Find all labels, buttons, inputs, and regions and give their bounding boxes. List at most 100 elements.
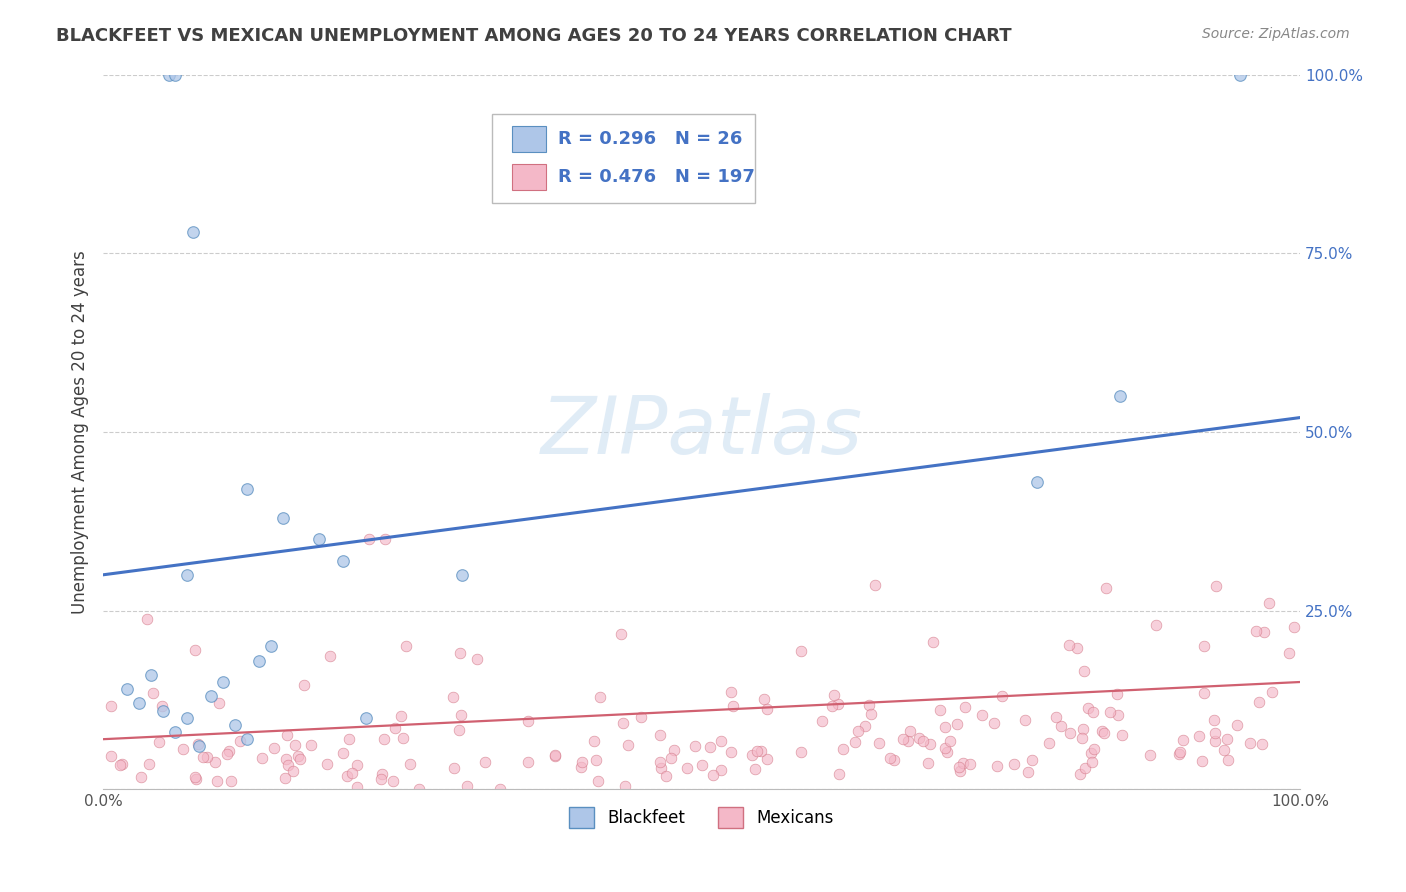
Point (357, 532, 380, 546)
Point (1025, 475, 1047, 489)
Point (142, 686, 165, 700)
Point (1083, 742, 1105, 756)
Point (1045, 710, 1067, 724)
Point (811, 714, 834, 728)
Point (172, 741, 194, 756)
Point (337, 732, 360, 747)
Point (408, 782, 430, 797)
Point (449, 723, 471, 738)
Point (1239, 736, 1261, 750)
Point (229, 734, 252, 748)
Point (544, 748, 567, 763)
Point (181, 225, 204, 239)
Point (582, 734, 605, 748)
Point (650, 761, 672, 775)
Point (617, 738, 640, 752)
Point (1014, 714, 1036, 728)
Point (271, 510, 294, 524)
FancyBboxPatch shape (512, 164, 546, 190)
Point (676, 761, 699, 775)
Point (755, 752, 778, 766)
Point (1111, 728, 1133, 742)
Point (281, 764, 304, 779)
Point (135, 612, 157, 626)
Point (1017, 765, 1039, 780)
Point (163, 725, 186, 739)
Point (211, 675, 233, 690)
Point (654, 769, 676, 783)
Text: BLACKFEET VS MEXICAN UNEMPLOYMENT AMONG AGES 20 TO 24 YEARS CORRELATION CHART: BLACKFEET VS MEXICAN UNEMPLOYMENT AMONG … (56, 27, 1012, 45)
Point (911, 734, 934, 748)
Point (236, 482, 259, 496)
Point (756, 702, 779, 716)
Point (879, 751, 901, 765)
Point (1216, 732, 1239, 747)
Point (456, 779, 478, 793)
Point (1038, 736, 1060, 750)
Point (152, 704, 174, 718)
Point (187, 737, 209, 751)
Point (450, 707, 472, 722)
Point (236, 732, 259, 747)
Point (683, 739, 706, 753)
Point (288, 752, 311, 766)
Point (373, 731, 395, 746)
Point (287, 748, 309, 763)
Point (465, 652, 488, 666)
Point (449, 646, 471, 660)
Point (1191, 754, 1213, 768)
Point (184, 770, 207, 784)
Point (928, 703, 950, 717)
Point (1070, 731, 1092, 745)
Point (139, 668, 162, 682)
Point (868, 736, 890, 750)
Point (589, 690, 612, 704)
Point (922, 634, 945, 648)
Point (945, 716, 967, 731)
Point (129, 770, 152, 784)
Point (846, 724, 869, 739)
Point (1171, 733, 1194, 747)
Point (277, 757, 299, 772)
Point (516, 755, 538, 769)
Point (1139, 747, 1161, 762)
Point (948, 760, 970, 774)
Point (516, 714, 538, 729)
Point (972, 708, 994, 723)
Point (1080, 746, 1102, 760)
Point (828, 767, 851, 781)
Point (790, 745, 813, 759)
Point (1107, 687, 1129, 701)
Point (610, 626, 633, 640)
Point (831, 742, 853, 756)
Point (1249, 695, 1271, 709)
Point (382, 773, 405, 788)
Point (111, 757, 134, 772)
Text: R = 0.476   N = 197: R = 0.476 N = 197 (558, 168, 755, 186)
Point (215, 747, 238, 762)
Point (1081, 705, 1104, 719)
Point (1218, 753, 1240, 767)
Point (1204, 734, 1226, 748)
Point (844, 734, 866, 748)
Point (1229, 68, 1251, 82)
Point (308, 532, 330, 546)
Point (720, 684, 742, 698)
Point (749, 744, 772, 758)
Point (702, 768, 724, 782)
Point (176, 711, 198, 725)
Point (744, 762, 766, 776)
Point (720, 745, 742, 759)
Point (1204, 726, 1226, 740)
Point (1284, 620, 1306, 634)
Point (108, 758, 131, 772)
Point (1091, 724, 1114, 739)
Point (1107, 707, 1129, 722)
Point (571, 755, 593, 769)
Point (1077, 701, 1099, 715)
Point (955, 699, 977, 714)
Point (920, 737, 942, 751)
Point (1251, 737, 1274, 751)
Point (150, 698, 173, 713)
Point (690, 758, 713, 772)
